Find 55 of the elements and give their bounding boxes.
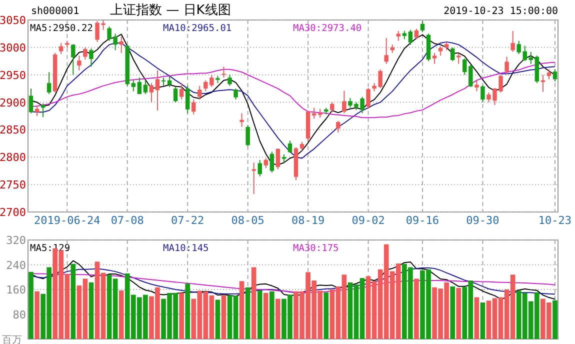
bar <box>257 290 262 339</box>
y-tick-label: 2900 <box>0 96 26 110</box>
bar <box>118 290 124 339</box>
bar <box>245 287 250 339</box>
y-tick-label: 240 <box>6 258 26 272</box>
x-tick-label: 07-22 <box>171 214 204 227</box>
bar <box>480 302 486 339</box>
series-label: MA5:129 <box>30 243 70 254</box>
y-tick-label: 3050 <box>0 14 26 27</box>
chart-title: 上证指数 — 日K线图 <box>110 3 231 18</box>
bar <box>215 300 220 339</box>
bar <box>414 278 419 339</box>
x-tick-label: 07-08 <box>110 214 144 227</box>
bar <box>324 292 329 339</box>
bar <box>28 272 34 339</box>
x-tick-label: 09-16 <box>406 214 440 227</box>
bar <box>474 297 480 339</box>
series-label: MA5:2950.22 <box>30 23 93 34</box>
x-tick-label: 09-02 <box>352 214 385 227</box>
bar <box>185 284 190 339</box>
y-tick-label: 2950 <box>0 68 26 82</box>
x-tick-label: 08-19 <box>291 214 325 227</box>
x-tick-label: 2019-06-24 <box>34 214 101 227</box>
x-tick-label: 09-30 <box>466 214 500 227</box>
bar <box>34 291 40 339</box>
bar <box>456 288 462 339</box>
bar <box>276 298 280 339</box>
y-tick-label: 3000 <box>0 41 26 54</box>
bar <box>88 282 94 339</box>
text: MA10:2965.01 <box>163 23 232 34</box>
bar <box>251 267 256 339</box>
y-tick-label: 2700 <box>0 206 26 219</box>
bar <box>179 292 184 339</box>
line-series <box>30 260 556 300</box>
bar <box>270 291 274 339</box>
bar <box>221 295 226 339</box>
x-tick-label: 08-05 <box>231 214 264 227</box>
text: MA10:145 <box>163 243 209 254</box>
y-tick-label: 2750 <box>0 178 26 192</box>
text: MA30:175 <box>293 243 339 254</box>
y-tick-label: 160 <box>6 284 26 296</box>
bar <box>70 264 76 339</box>
y-tick-label: 320 <box>6 234 26 247</box>
bar <box>239 281 244 339</box>
text: MA30:2973.40 <box>293 23 362 34</box>
text: 2019-10-23 15:00:00 <box>444 6 558 17</box>
bar <box>263 292 268 339</box>
bar <box>450 286 456 339</box>
y-tick-label: 2800 <box>0 151 26 164</box>
y-tick-label: 80 <box>12 308 26 322</box>
bar <box>552 300 558 339</box>
y-axis-title: 百万 <box>2 335 22 344</box>
chart-subtitle: sh000001 <box>31 6 80 17</box>
y-tick-label: 2850 <box>0 124 26 137</box>
x-tick-label: 10-23 <box>538 214 572 227</box>
